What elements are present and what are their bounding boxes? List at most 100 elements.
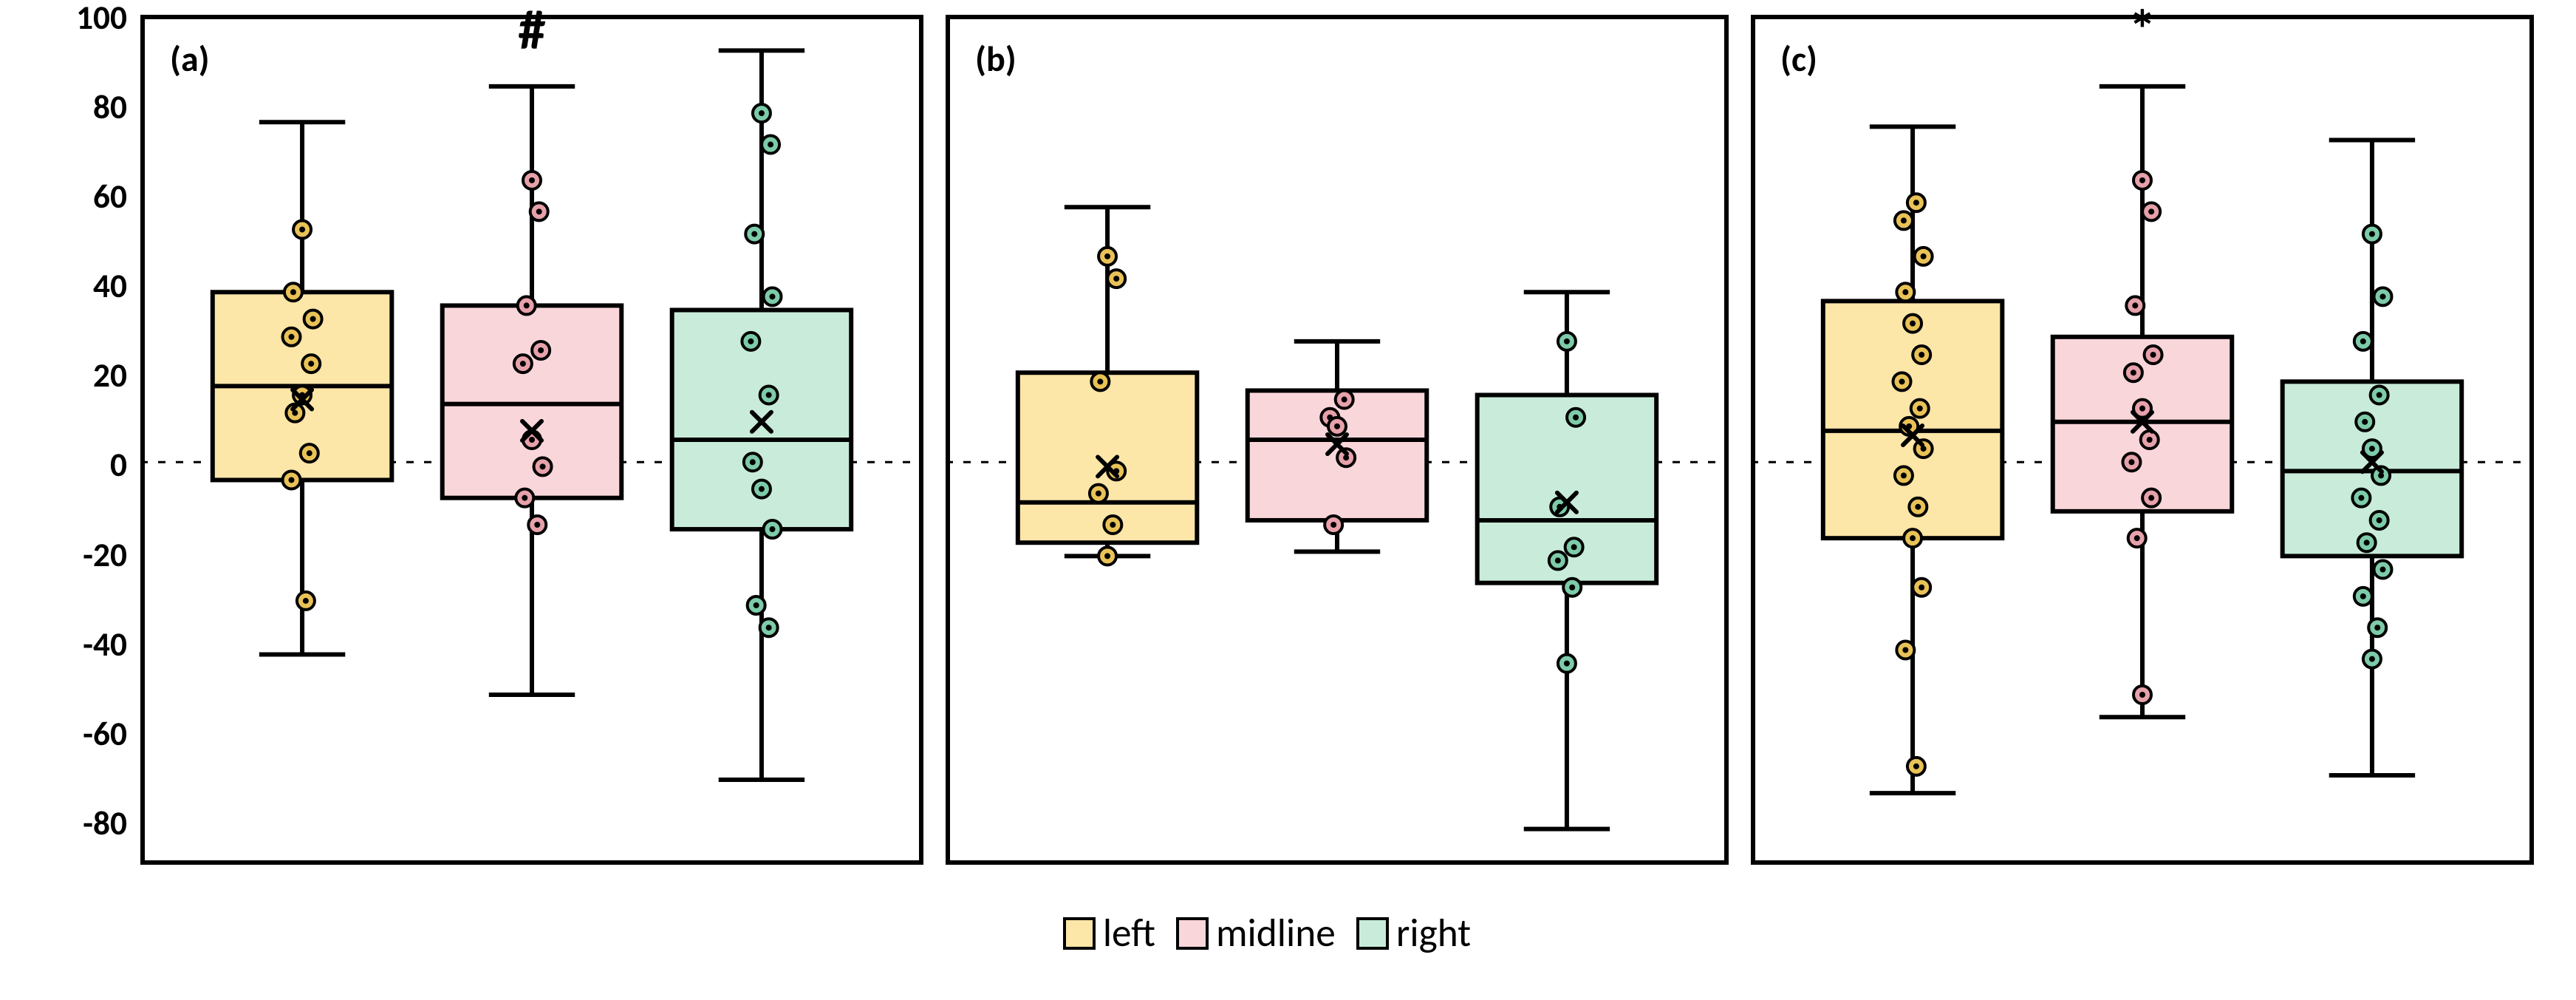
data-point xyxy=(1099,547,1116,565)
data-point xyxy=(763,520,781,538)
point-inner-dot xyxy=(1919,585,1924,591)
data-point xyxy=(2125,364,2142,381)
point-inner-dot xyxy=(1555,557,1561,563)
point-inner-dot xyxy=(2139,177,2145,183)
point-inner-dot xyxy=(1899,378,1905,384)
legend-label-left: left xyxy=(1103,909,1155,957)
point-inner-dot xyxy=(310,316,316,322)
data-point xyxy=(532,341,550,359)
data-point xyxy=(1558,333,1576,350)
boxplot-left xyxy=(1823,126,2003,793)
data-point xyxy=(2133,171,2151,189)
panel-label-a: (a) xyxy=(170,37,210,81)
y-tick-label: -80 xyxy=(16,803,127,844)
panel-label-c: (c) xyxy=(1780,37,1817,81)
data-point xyxy=(2371,386,2388,404)
point-inner-dot xyxy=(536,208,542,214)
data-point xyxy=(2354,333,2372,350)
point-inner-dot xyxy=(1913,200,1919,205)
data-point xyxy=(1090,485,1107,503)
panel-c-svg xyxy=(1751,15,2534,865)
data-point xyxy=(762,136,779,154)
legend-item-right: right xyxy=(1356,909,1471,957)
panel-c: (c)* xyxy=(1751,15,2534,865)
data-point xyxy=(760,386,778,404)
data-point xyxy=(284,283,302,301)
data-point xyxy=(753,480,771,498)
data-point xyxy=(293,221,311,239)
data-point xyxy=(1091,373,1109,390)
data-point xyxy=(1328,418,1346,435)
point-inner-dot xyxy=(759,486,765,492)
boxplot-midline xyxy=(1248,341,1427,551)
point-inner-dot xyxy=(289,477,295,483)
point-inner-dot xyxy=(524,302,530,308)
legend-label-midline: midline xyxy=(1216,909,1336,957)
point-inner-dot xyxy=(308,361,314,367)
point-inner-dot xyxy=(2128,459,2134,465)
box xyxy=(1477,395,1657,582)
point-inner-dot xyxy=(766,392,772,398)
point-inner-dot xyxy=(540,463,546,469)
point-inner-dot xyxy=(1104,254,1110,259)
point-inner-dot xyxy=(522,495,527,501)
point-inner-dot xyxy=(1915,504,1921,510)
point-inner-dot xyxy=(1902,289,1908,295)
data-point xyxy=(1567,409,1585,426)
data-point xyxy=(516,489,533,507)
point-inner-dot xyxy=(748,339,754,344)
annotation-*: * xyxy=(2098,4,2187,59)
point-inner-dot xyxy=(1919,352,1924,358)
boxplot-midline xyxy=(2053,86,2232,717)
data-point xyxy=(297,592,315,610)
point-inner-dot xyxy=(1334,424,1340,429)
point-inner-dot xyxy=(290,289,296,295)
point-inner-dot xyxy=(303,598,309,604)
data-point xyxy=(744,453,762,471)
y-tick-label: 0 xyxy=(16,445,127,486)
data-point xyxy=(742,333,759,350)
point-inner-dot xyxy=(769,293,775,299)
point-inner-dot xyxy=(2150,352,2156,358)
data-point xyxy=(304,310,322,328)
data-point xyxy=(763,288,781,305)
data-point xyxy=(2374,288,2391,305)
data-point xyxy=(1893,373,1911,390)
point-inner-dot xyxy=(1571,544,1577,550)
point-inner-dot xyxy=(2147,437,2153,443)
data-point xyxy=(1558,655,1576,673)
point-inner-dot xyxy=(2139,692,2145,698)
panel-b-svg xyxy=(946,15,1729,865)
data-point xyxy=(530,203,548,220)
panel-b: (b) xyxy=(946,15,1729,865)
point-inner-dot xyxy=(289,334,295,340)
point-inner-dot xyxy=(2379,293,2385,299)
point-inner-dot xyxy=(2148,495,2154,501)
point-inner-dot xyxy=(2132,302,2138,308)
data-point xyxy=(1909,498,1927,516)
point-inner-dot xyxy=(2369,231,2375,237)
data-point xyxy=(1895,211,1913,229)
point-inner-dot xyxy=(1902,647,1908,653)
data-point xyxy=(2141,431,2159,449)
point-inner-dot xyxy=(766,625,772,630)
data-point xyxy=(2363,225,2381,243)
point-inner-dot xyxy=(307,450,312,456)
data-point xyxy=(1099,248,1116,265)
point-inner-dot xyxy=(529,177,535,183)
data-point xyxy=(1904,529,1921,547)
point-inner-dot xyxy=(2379,567,2385,573)
legend-item-left: left xyxy=(1063,909,1155,957)
point-inner-dot xyxy=(2134,535,2140,541)
point-inner-dot xyxy=(2131,370,2136,375)
legend-swatch-right xyxy=(1356,917,1389,950)
boxplot-left xyxy=(1018,207,1198,565)
point-inner-dot xyxy=(2358,495,2364,501)
data-point xyxy=(2356,413,2374,431)
point-inner-dot xyxy=(769,526,775,532)
data-point xyxy=(2374,561,2391,579)
data-point xyxy=(2354,588,2372,605)
figure: -80-60-40-20020406080100(a)#(b)(c)*leftm… xyxy=(0,0,2576,1000)
point-inner-dot xyxy=(1573,415,1579,421)
data-point xyxy=(283,328,301,346)
